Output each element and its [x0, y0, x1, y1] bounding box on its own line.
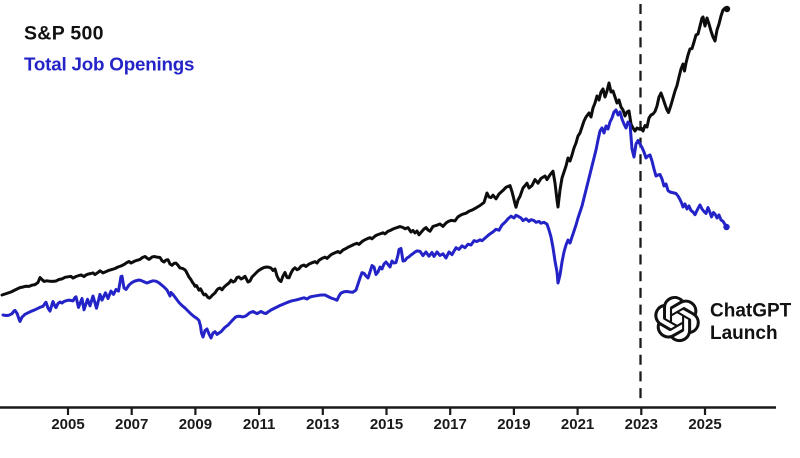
svg-text:2023: 2023	[625, 416, 658, 433]
svg-text:2015: 2015	[370, 416, 403, 433]
svg-text:S&P 500: S&P 500	[24, 23, 104, 45]
svg-text:2025: 2025	[688, 416, 721, 433]
svg-text:2011: 2011	[243, 416, 276, 433]
svg-text:ChatGPT: ChatGPT	[710, 301, 792, 322]
svg-text:2009: 2009	[179, 416, 212, 433]
svg-text:Launch: Launch	[710, 323, 778, 344]
svg-text:2013: 2013	[306, 416, 339, 433]
svg-text:Total Job Openings: Total Job Openings	[24, 54, 194, 75]
svg-text:2019: 2019	[497, 416, 530, 433]
svg-text:2007: 2007	[115, 416, 148, 433]
svg-text:2021: 2021	[561, 416, 594, 433]
svg-text:2017: 2017	[434, 416, 467, 433]
svg-text:2005: 2005	[51, 416, 84, 433]
